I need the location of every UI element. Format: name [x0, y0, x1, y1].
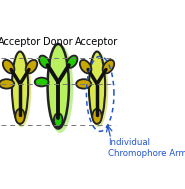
Ellipse shape	[15, 109, 25, 124]
Ellipse shape	[35, 78, 48, 86]
Ellipse shape	[26, 60, 37, 73]
Text: Acceptor: Acceptor	[0, 37, 42, 47]
Ellipse shape	[48, 44, 69, 129]
Text: Individual
Chromophore Arm: Individual Chromophore Arm	[108, 138, 185, 158]
Ellipse shape	[11, 51, 31, 127]
Ellipse shape	[3, 60, 14, 73]
Ellipse shape	[47, 45, 73, 133]
Ellipse shape	[76, 79, 91, 89]
Ellipse shape	[92, 109, 102, 124]
Ellipse shape	[88, 51, 108, 127]
Ellipse shape	[12, 51, 28, 123]
Ellipse shape	[80, 60, 91, 73]
Ellipse shape	[103, 60, 114, 73]
Text: Donor: Donor	[43, 37, 73, 47]
Ellipse shape	[54, 113, 63, 127]
Ellipse shape	[0, 79, 14, 89]
Ellipse shape	[89, 51, 105, 123]
Ellipse shape	[67, 56, 77, 68]
Ellipse shape	[39, 56, 50, 68]
Text: Acceptor: Acceptor	[75, 37, 119, 47]
